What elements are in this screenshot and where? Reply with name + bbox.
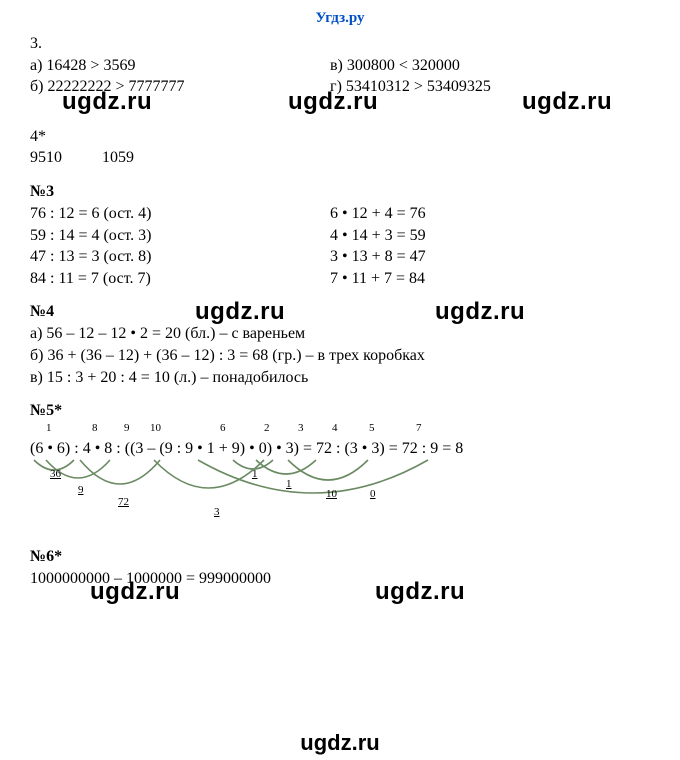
num4-b: б) 36 + (36 – 12) + (36 – 12) : 3 = 68 (… [30, 345, 650, 367]
num3-l1b: 6 • 12 + 4 = 76 [330, 203, 650, 225]
num4-c: в) 15 : 3 + 20 : 4 = 10 (л.) – понадобил… [30, 367, 650, 389]
num5-toplabel: 7 [416, 422, 422, 434]
num6-title: №6* [30, 548, 650, 566]
num5-botlabel: 3 [214, 506, 220, 518]
num5-expr: (6 • 6) : 4 • 8 : ((3 – (9 : 9 • 1 + 9) … [30, 438, 650, 460]
num3-l2b: 4 • 14 + 3 = 59 [330, 225, 650, 247]
num5-toplabel: 4 [332, 422, 338, 434]
num5-toplabel: 2 [264, 422, 270, 434]
sec3-c: в) 300800 < 320000 [330, 55, 650, 77]
num5-toplabel: 6 [220, 422, 226, 434]
section-3: 3. а) 16428 > 3569 б) 22222222 > 7777777… [30, 33, 650, 98]
section-num6: №6* 1000000000 – 1000000 = 999000000 [30, 548, 650, 590]
arc-diagram [28, 458, 458, 518]
num5-top-labels: 1 8 9 10 6 2 3 4 5 7 [30, 422, 650, 438]
sec4star-line: 9510 1059 [30, 147, 650, 169]
num6-line: 1000000000 – 1000000 = 999000000 [30, 568, 650, 590]
sec3-a: а) 16428 > 3569 [30, 55, 330, 77]
num5-botlabel: 9 [78, 484, 84, 496]
num5-botlabel: 1 [286, 478, 292, 490]
num3-l1a: 76 : 12 = 6 (ост. 4) [30, 203, 330, 225]
num4-a: а) 56 – 12 – 12 • 2 = 20 (бл.) – с варен… [30, 323, 650, 345]
sec3-b: б) 22222222 > 7777777 [30, 76, 330, 98]
num5-botlabel: 0 [370, 488, 376, 500]
section-num4: №4 а) 56 – 12 – 12 • 2 = 20 (бл.) – с ва… [30, 303, 650, 388]
num3-l3a: 47 : 13 = 3 (ост. 8) [30, 246, 330, 268]
num5-toplabel: 5 [369, 422, 375, 434]
section-num3: №3 76 : 12 = 6 (ост. 4)6 • 12 + 4 = 76 5… [30, 183, 650, 289]
num3-l2a: 59 : 14 = 4 (ост. 3) [30, 225, 330, 247]
footer-watermark: ugdz.ru [0, 730, 680, 756]
num5-toplabel: 10 [150, 422, 161, 434]
num5-toplabel: 3 [298, 422, 304, 434]
num5-title: №5* [30, 402, 650, 420]
sec3-d: г) 53410312 > 53409325 [330, 76, 650, 98]
num5-botlabel: 1 [252, 468, 258, 480]
num5-botlabel: 36 [50, 468, 61, 480]
sec4star-title: 4* [30, 126, 650, 148]
section-3-title: 3. [30, 33, 650, 55]
page-title: Угдз.ру [30, 10, 650, 27]
num5-toplabel: 8 [92, 422, 98, 434]
num5-botlabel: 10 [326, 488, 337, 500]
num5-toplabel: 9 [124, 422, 130, 434]
num3-l4b: 7 • 11 + 7 = 84 [330, 268, 650, 290]
num5-arcs: 36 9 72 1 1 10 0 3 [30, 460, 650, 520]
num3-title: №3 [30, 183, 650, 201]
section-num5: №5* 1 8 9 10 6 2 3 4 5 7 (6 • 6) : 4 • 8… [30, 402, 650, 520]
num4-title: №4 [30, 303, 650, 321]
num5-botlabel: 72 [118, 496, 129, 508]
section-4star: 4* 9510 1059 [30, 126, 650, 169]
num3-l3b: 3 • 13 + 8 = 47 [330, 246, 650, 268]
num5-toplabel: 1 [46, 422, 52, 434]
num3-l4a: 84 : 11 = 7 (ост. 7) [30, 268, 330, 290]
